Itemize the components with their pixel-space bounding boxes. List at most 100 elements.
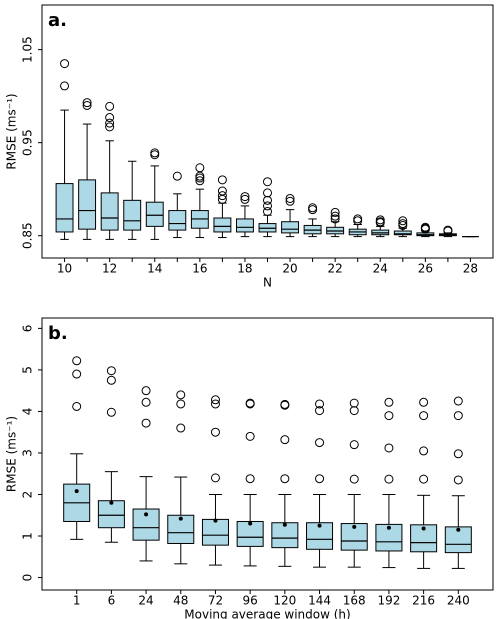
mean-dot — [248, 521, 253, 526]
outlier — [419, 446, 429, 456]
outlier — [353, 216, 363, 226]
plot-frame — [41, 317, 494, 591]
x-tick-label: 6 — [108, 594, 116, 608]
outlier — [384, 443, 394, 453]
outlier — [245, 474, 255, 484]
outlier — [263, 195, 272, 205]
outlier — [105, 122, 115, 132]
outlier — [240, 194, 250, 204]
mean-dot — [213, 518, 218, 523]
outlier — [172, 171, 182, 181]
mean-dot — [109, 500, 114, 505]
outlier — [245, 431, 255, 441]
outlier — [150, 148, 160, 158]
outlier — [384, 397, 394, 407]
outlier — [420, 224, 430, 234]
outlier — [82, 98, 92, 108]
box — [235, 218, 254, 233]
x-tick-label: 18 — [237, 262, 252, 276]
outlier — [263, 177, 272, 187]
panel-label: b. — [48, 323, 68, 344]
outlier — [419, 474, 429, 484]
outlier — [106, 407, 116, 417]
box — [281, 221, 300, 234]
outlier — [105, 113, 115, 123]
outlier — [72, 356, 82, 366]
outlier — [308, 205, 318, 215]
x-tick-label: 168 — [343, 594, 366, 608]
outlier — [82, 100, 92, 110]
outlier — [453, 475, 463, 485]
outlier — [217, 194, 227, 204]
mean-dot — [282, 522, 287, 527]
y-tick-label: 1.05 — [21, 36, 35, 63]
x-tick-label: 12 — [102, 262, 117, 276]
mean-dot — [421, 526, 426, 531]
y-tick-label: 2 — [21, 491, 35, 499]
mean-dot — [386, 525, 391, 530]
outlier — [384, 411, 394, 421]
box — [236, 520, 264, 547]
mean-dot — [352, 524, 357, 529]
box — [271, 522, 299, 549]
outlier — [349, 474, 359, 484]
x-tick-label: 72 — [208, 594, 223, 608]
outlier — [176, 399, 186, 409]
outlier — [176, 423, 186, 433]
outlier — [195, 173, 205, 183]
outlier — [141, 418, 151, 428]
panel-label: a. — [48, 10, 67, 31]
outlier — [285, 193, 295, 203]
box — [168, 210, 187, 231]
mean-dot — [74, 489, 79, 494]
outlier — [72, 401, 82, 411]
outlier — [195, 176, 205, 186]
outlier — [210, 399, 220, 409]
mean-dot — [178, 516, 183, 521]
y-tick-label: 0.85 — [21, 222, 35, 249]
x-tick-label: 20 — [282, 262, 297, 276]
outlier — [141, 386, 151, 396]
y-tick-label: 4 — [21, 408, 35, 416]
x-tick-label: 22 — [328, 262, 343, 276]
x-tick-label: 26 — [418, 262, 433, 276]
x-axis-label: Moving average window (h) — [184, 608, 350, 619]
outlier — [419, 411, 429, 421]
box — [123, 199, 142, 231]
outlier — [453, 449, 463, 459]
outlier — [263, 206, 272, 216]
outlier — [105, 118, 115, 128]
outlier — [60, 59, 70, 69]
x-tick-label: 48 — [173, 594, 188, 608]
y-axis-label: RMSE (ms⁻¹) — [5, 93, 19, 169]
outlier — [217, 186, 227, 196]
y-tick-label: 6 — [21, 325, 35, 333]
outlier — [349, 440, 359, 450]
outlier — [419, 397, 429, 407]
x-tick-label: 28 — [463, 262, 478, 276]
y-tick-label: 0 — [21, 574, 35, 582]
box — [145, 201, 164, 227]
outlier — [106, 366, 116, 376]
outlier — [217, 191, 227, 201]
outlier — [106, 375, 116, 385]
outlier — [280, 400, 290, 410]
outlier — [176, 390, 186, 400]
x-tick-label: 24 — [138, 594, 153, 608]
x-tick-label: 120 — [273, 594, 296, 608]
outlier — [443, 226, 453, 236]
x-tick-label: 24 — [373, 262, 388, 276]
outlier — [315, 438, 325, 448]
x-axis-label: N — [263, 276, 272, 290]
outlier — [398, 220, 408, 230]
x-tick-label: 14 — [147, 262, 162, 276]
outlier — [150, 150, 160, 160]
outlier — [72, 369, 82, 379]
x-tick-label: 10 — [57, 262, 72, 276]
x-tick-label: 1 — [73, 594, 81, 608]
outlier — [349, 398, 359, 408]
outlier — [280, 435, 290, 445]
outlier — [453, 411, 463, 421]
